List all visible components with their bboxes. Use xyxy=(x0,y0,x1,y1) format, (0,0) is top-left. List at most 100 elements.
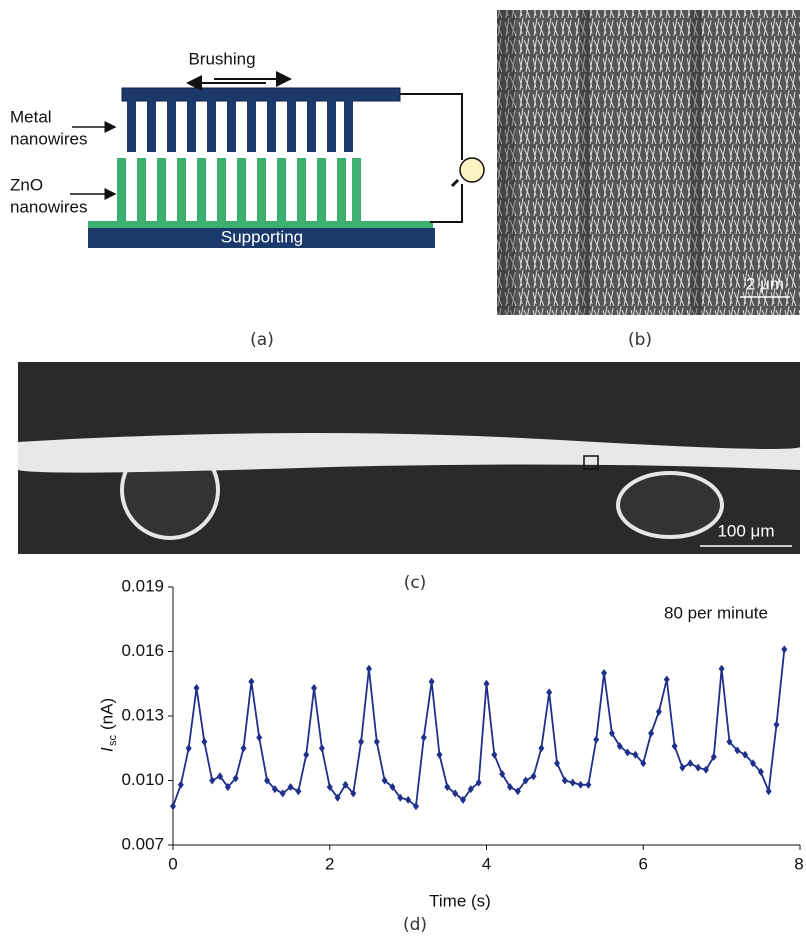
caption: (d) xyxy=(403,915,427,935)
y-label-symbol: I xyxy=(97,747,116,752)
data-point xyxy=(365,664,372,673)
y-tick-label: 0.019 xyxy=(121,576,164,595)
data-point xyxy=(295,787,302,796)
data-point xyxy=(264,776,271,785)
image-texture xyxy=(18,432,802,540)
data-point xyxy=(311,684,318,693)
data-point xyxy=(193,684,200,693)
data-point xyxy=(428,677,435,686)
data-point xyxy=(530,772,537,781)
data-point xyxy=(248,677,255,686)
data-point xyxy=(702,765,709,774)
data-point xyxy=(687,759,694,768)
label: ZnO xyxy=(10,175,43,194)
x-tick-label: 2 xyxy=(325,854,334,873)
data-point xyxy=(624,748,631,757)
data-point xyxy=(389,782,396,791)
data-point xyxy=(640,759,647,768)
data-point xyxy=(467,785,474,794)
data-point xyxy=(381,776,388,785)
data-point xyxy=(507,782,514,791)
x-axis-label: Time (s) xyxy=(429,891,491,910)
label: Metal xyxy=(10,107,52,126)
data-point xyxy=(279,789,286,798)
data-point xyxy=(632,750,639,759)
data-point xyxy=(185,744,192,753)
caption: (c) xyxy=(404,573,427,593)
scale-label: 100 μm xyxy=(717,521,774,540)
data-point xyxy=(648,729,655,738)
data-point xyxy=(475,778,482,787)
data-point xyxy=(569,778,576,787)
data-point xyxy=(499,770,506,779)
label: nanowires xyxy=(10,197,88,216)
data-point xyxy=(452,789,459,798)
data-point xyxy=(616,742,623,751)
y-label-unit: (nA) xyxy=(97,698,116,730)
data-point xyxy=(546,688,553,697)
data-point xyxy=(710,752,717,761)
y-label-subscript: sc xyxy=(107,735,119,747)
data-point xyxy=(444,782,451,791)
data-point xyxy=(342,780,349,789)
data-point xyxy=(765,787,772,796)
data-point xyxy=(201,737,208,746)
data-point xyxy=(585,780,592,789)
annotation: 80 per minute xyxy=(664,603,768,622)
data-point xyxy=(287,782,294,791)
data-point xyxy=(405,795,412,804)
y-tick-label: 0.013 xyxy=(121,705,164,724)
data-point xyxy=(491,750,498,759)
data-point xyxy=(256,733,263,742)
data-point xyxy=(318,744,325,753)
data-point xyxy=(718,664,725,673)
data-point xyxy=(601,669,608,677)
y-tick-label: 0.007 xyxy=(121,834,164,853)
data-point xyxy=(695,763,702,772)
data-point xyxy=(459,795,466,804)
x-tick-label: 8 xyxy=(794,854,803,873)
data-point xyxy=(514,787,521,796)
data-point xyxy=(397,793,404,802)
label: Brushing xyxy=(188,49,255,68)
data-point xyxy=(350,789,357,798)
data-point xyxy=(232,774,239,783)
data-point xyxy=(593,735,600,744)
data-point xyxy=(742,750,749,759)
data-point xyxy=(334,793,341,802)
data-point xyxy=(170,802,176,811)
data-point xyxy=(757,767,764,776)
y-tick-label: 0.010 xyxy=(121,770,164,789)
data-point xyxy=(483,679,490,688)
label: Supporting xyxy=(221,227,303,246)
data-point xyxy=(577,780,584,789)
caption: (a) xyxy=(250,330,274,350)
x-tick-label: 4 xyxy=(482,854,491,873)
y-axis-label: I sc (nA) xyxy=(97,698,118,752)
data-point xyxy=(538,744,545,753)
caption: (b) xyxy=(628,330,652,350)
x-tick-label: 0 xyxy=(168,854,177,873)
y-tick-label: 0.016 xyxy=(121,641,164,660)
x-tick-label: 6 xyxy=(639,854,648,873)
sem-image xyxy=(497,10,800,315)
data-point xyxy=(373,737,380,746)
data-point xyxy=(420,733,427,742)
diagram xyxy=(70,71,485,248)
data-point xyxy=(726,737,733,746)
data-point xyxy=(224,782,231,791)
data-point xyxy=(554,759,561,768)
data-point xyxy=(217,772,224,781)
data-point xyxy=(773,720,780,729)
data-point xyxy=(671,742,678,751)
data-point xyxy=(734,746,741,755)
data-point xyxy=(608,729,615,738)
label: nanowires xyxy=(10,129,88,148)
data-point xyxy=(412,802,419,811)
data-point xyxy=(781,645,788,654)
data-point xyxy=(663,675,670,684)
data-point xyxy=(303,750,310,759)
data-point xyxy=(749,759,756,768)
image-texture xyxy=(497,10,702,315)
